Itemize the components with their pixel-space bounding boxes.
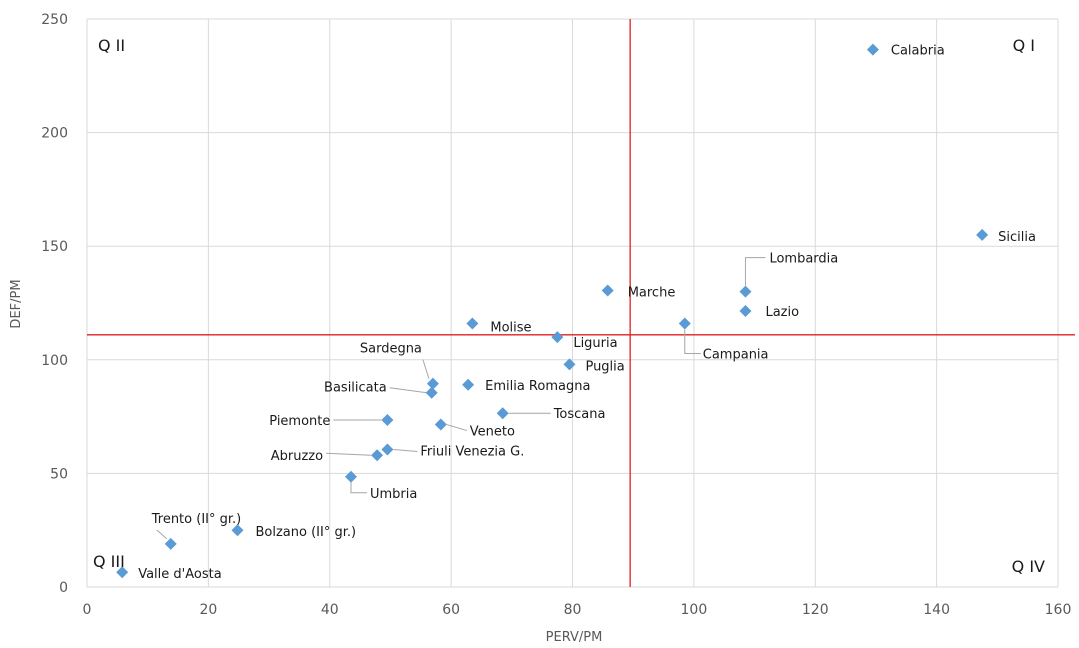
- point-label: Lazio: [765, 305, 799, 320]
- x-tick-label: 100: [681, 602, 708, 618]
- x-tick-label: 0: [83, 602, 92, 618]
- data-point: [601, 284, 614, 297]
- data-point: [739, 304, 752, 317]
- y-tick-label: 0: [59, 580, 68, 596]
- y-tick-label: 200: [41, 126, 68, 142]
- point-label: Sicilia: [998, 230, 1036, 245]
- y-axis-ticks: 0 50 100 150 200 250: [41, 12, 68, 596]
- data-point: [344, 470, 357, 483]
- data-point: [381, 414, 394, 427]
- point-label: Umbria: [370, 487, 417, 502]
- y-tick-label: 150: [41, 239, 68, 255]
- leader-line: [350, 481, 367, 494]
- data-point: [434, 418, 447, 431]
- point-label: Basilicata: [324, 381, 387, 396]
- y-tick-label: 250: [41, 12, 68, 28]
- x-tick-label: 20: [199, 602, 217, 618]
- data-point: [116, 566, 129, 579]
- x-tick-label: 140: [923, 602, 950, 618]
- leader-line: [684, 329, 701, 354]
- point-label: Valle d'Aosta: [138, 567, 221, 582]
- data-point: [231, 524, 244, 537]
- data-points: [116, 43, 989, 579]
- leader-line: [422, 359, 430, 379]
- x-axis-title: PERV/PM: [546, 630, 603, 645]
- x-axis-ticks: 0 20 40 60 80 100 120 140 160: [83, 602, 1072, 618]
- point-label: Toscana: [553, 407, 606, 422]
- data-point: [563, 358, 576, 371]
- quadrant-label: Q II: [98, 36, 125, 55]
- point-label: Friuli Venezia G.: [420, 445, 524, 460]
- point-label: Bolzano (II° gr.): [256, 525, 357, 540]
- leader-lines: [156, 257, 766, 540]
- reference-lines: [87, 19, 1075, 587]
- x-tick-label: 60: [442, 602, 460, 618]
- x-tick-label: 80: [564, 602, 582, 618]
- x-tick-label: 40: [321, 602, 339, 618]
- quadrant-label: Q III: [93, 552, 125, 571]
- point-label: Calabria: [891, 44, 945, 59]
- point-label: Trento (II° gr.): [151, 512, 242, 527]
- point-label: Puglia: [585, 359, 624, 374]
- gridlines: [86, 18, 1059, 588]
- point-label: Sardegna: [360, 342, 422, 357]
- leader-line: [446, 424, 467, 432]
- data-point: [381, 443, 394, 456]
- point-label: Veneto: [470, 425, 515, 440]
- data-point: [739, 285, 752, 298]
- point-label: Molise: [490, 320, 531, 335]
- leader-line: [744, 257, 766, 286]
- data-point: [425, 386, 438, 399]
- point-label: Liguria: [573, 336, 617, 351]
- data-point: [551, 331, 564, 344]
- quadrant-label: Q I: [1013, 36, 1035, 55]
- leader-line: [389, 387, 427, 394]
- data-point: [678, 317, 691, 330]
- data-point: [371, 449, 384, 462]
- point-label: Piemonte: [269, 414, 330, 429]
- point-label: Campania: [703, 347, 769, 362]
- x-tick-label: 120: [802, 602, 829, 618]
- data-point: [866, 43, 879, 56]
- point-labels: Calabria Sicilia Lombardia Marche Lazio Campa…: [138, 44, 1036, 583]
- point-label: Emilia Romagna: [485, 379, 590, 394]
- y-axis-title: DEF/PM: [9, 279, 24, 328]
- data-point: [496, 407, 509, 420]
- x-tick-label: 160: [1045, 602, 1072, 618]
- data-point: [462, 378, 475, 391]
- leader-line: [393, 449, 418, 453]
- leader-line: [326, 452, 372, 456]
- point-label: Marche: [628, 286, 676, 301]
- data-point: [426, 377, 439, 390]
- leader-line: [156, 529, 168, 540]
- quadrant-labels: Q I Q II Q III Q IV: [93, 36, 1045, 576]
- y-tick-label: 100: [41, 353, 68, 369]
- point-label: Abruzzo: [271, 449, 323, 464]
- y-tick-label: 50: [50, 466, 68, 482]
- data-point: [976, 228, 989, 241]
- point-label: Lombardia: [769, 252, 838, 267]
- data-point: [466, 317, 479, 330]
- quadrant-label: Q IV: [1012, 557, 1045, 576]
- data-point: [164, 537, 177, 550]
